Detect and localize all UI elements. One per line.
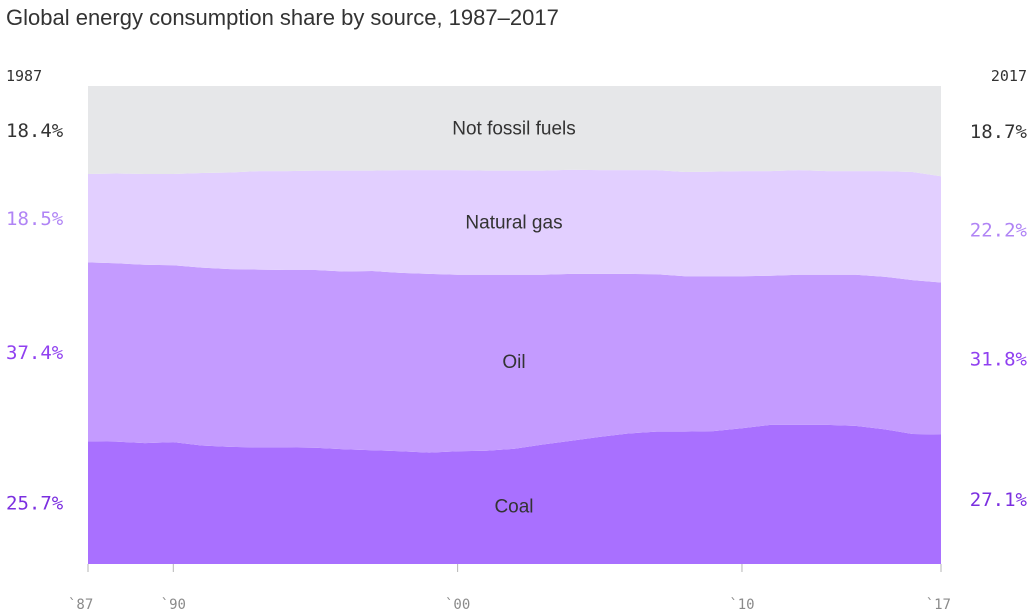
x-tick-label: `10 [729, 597, 754, 613]
x-axis: `87 `90 `00 `10 `17 [68, 564, 951, 613]
area-coal [88, 424, 941, 564]
start-value-coal: 25.7% [6, 493, 64, 515]
end-value-coal: 27.1% [970, 489, 1028, 511]
start-value-not-fossil-fuels: 18.4% [6, 120, 64, 142]
end-value-not-fossil-fuels: 18.7% [970, 121, 1028, 143]
end-value-oil: 31.8% [970, 349, 1028, 371]
label-layer: Coal 25.7% 27.1% Oil 37.4% 31.8% Natural gas 18… [6, 118, 1028, 517]
series-label-coal: Coal [494, 496, 533, 517]
start-value-oil: 37.4% [6, 342, 64, 364]
series-label-natural-gas: Natural gas [465, 213, 562, 234]
area-oil [88, 262, 941, 453]
end-value-natural-gas: 22.2% [970, 219, 1028, 241]
series-label-not-fossil-fuels: Not fossil fuels [452, 118, 576, 139]
area-not-fossil-fuels [88, 86, 941, 177]
x-tick-label: `87 [68, 597, 93, 613]
start-year-label: 1987 [6, 67, 42, 85]
x-tick-label: `00 [445, 597, 470, 613]
chart-title: Global energy consumption share by sourc… [6, 5, 559, 30]
series-label-oil: Oil [502, 352, 525, 373]
x-tick-label: `17 [926, 597, 951, 613]
start-value-natural-gas: 18.5% [6, 208, 64, 230]
area-layer [88, 86, 941, 564]
x-tick-label: `90 [161, 597, 186, 613]
area-natural-gas [88, 169, 941, 283]
end-year-label: 2017 [991, 67, 1027, 85]
